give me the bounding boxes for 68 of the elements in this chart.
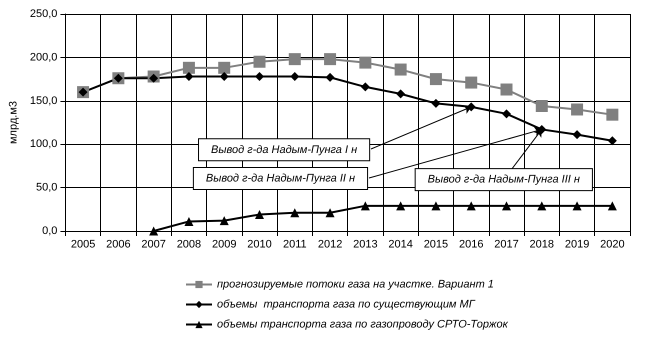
- y-tick-label: 50,0: [36, 182, 58, 194]
- point: [288, 53, 301, 66]
- point: [465, 76, 478, 89]
- point: [326, 208, 335, 218]
- point: [220, 72, 229, 81]
- point: [290, 208, 300, 218]
- x-tick-label: 2016: [458, 238, 484, 250]
- point: [608, 201, 617, 210]
- x-tick-label: 2014: [388, 238, 413, 250]
- x-tick-label: 2011: [282, 238, 307, 250]
- x-tick-label: 2005: [70, 238, 96, 250]
- annotation: Вывод г-да Надым-Пунга I н: [211, 144, 358, 156]
- point: [466, 201, 476, 210]
- point: [571, 103, 584, 116]
- point: [430, 73, 442, 86]
- x-tick-label: 2007: [141, 238, 166, 250]
- x-tick-label: 2017: [494, 238, 519, 250]
- x-tick-label: 2009: [212, 238, 236, 250]
- point: [360, 201, 370, 210]
- point: [360, 82, 370, 92]
- point: [359, 56, 372, 69]
- point: [572, 130, 582, 140]
- point: [572, 201, 582, 210]
- point: [431, 98, 440, 108]
- y-tick-label: 100,0: [30, 138, 58, 150]
- point: [326, 72, 335, 82]
- point: [608, 136, 617, 146]
- point: [536, 100, 548, 112]
- x-tick-label: 2019: [564, 238, 590, 250]
- point: [182, 62, 195, 74]
- y-tick-label: 200,0: [30, 51, 58, 64]
- y-tick-label: 0,0: [42, 225, 58, 237]
- point: [537, 201, 546, 210]
- point: [184, 216, 194, 226]
- x-tick-label: 2018: [530, 238, 554, 250]
- point: [606, 108, 618, 121]
- point: [220, 216, 229, 226]
- point: [396, 89, 406, 98]
- point: [184, 72, 194, 81]
- y-tick-label: 150,0: [30, 94, 58, 107]
- x-tick-label: 2020: [600, 238, 625, 250]
- point: [502, 201, 511, 210]
- legend-label: объемы транспорта газа по газопроводу СРТО-Торжок: [217, 318, 509, 330]
- x-tick-label: 2013: [353, 238, 378, 250]
- y-tick-label: 250,0: [30, 8, 58, 20]
- point: [394, 64, 407, 76]
- point: [431, 201, 440, 210]
- annotation: Вывод г-да Надым-Пунга III н: [428, 174, 580, 186]
- annotation: Вывод г-да Надым-Пунга II н: [206, 172, 356, 185]
- x-tick-label: 2012: [318, 238, 342, 250]
- x-tick-label: 2010: [247, 238, 272, 250]
- point: [255, 72, 264, 81]
- point: [254, 56, 266, 68]
- point: [500, 84, 512, 96]
- point: [218, 62, 230, 74]
- point: [149, 226, 158, 236]
- point: [255, 210, 264, 220]
- y-axis-title: млрд.м3: [8, 100, 20, 144]
- x-tick-label: 2015: [424, 238, 448, 250]
- legend-label: объемы транспорта газа по существующим МГ: [217, 298, 476, 310]
- x-tick-label: 2006: [106, 238, 131, 250]
- point: [149, 74, 158, 83]
- legend-label: прогнозируемые потоки газа на участке. Вариант 1: [217, 278, 494, 290]
- point: [324, 53, 336, 66]
- point: [396, 201, 406, 210]
- point: [290, 72, 300, 81]
- point: [502, 109, 511, 118]
- x-tick-label: 2008: [176, 238, 202, 250]
